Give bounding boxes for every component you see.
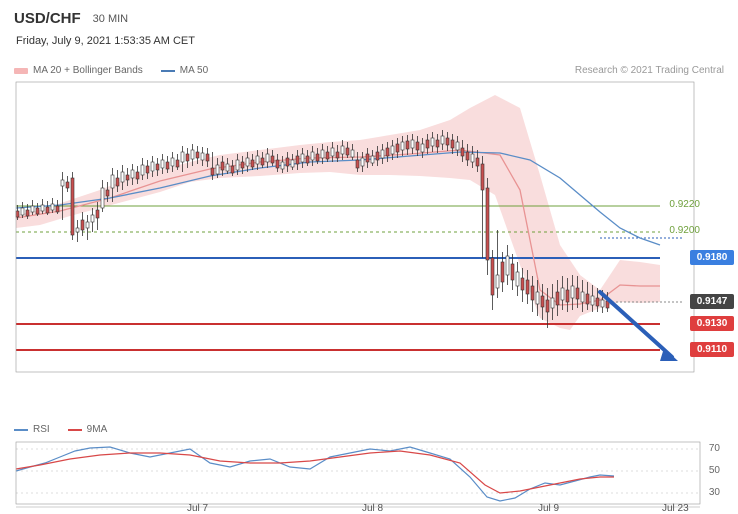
level-tag: 0.9147 (690, 294, 734, 309)
pair-symbol: USD/CHF (14, 10, 81, 27)
rsi-tick: 30 (709, 487, 720, 498)
legend-ma50-label: MA 50 (180, 65, 208, 76)
level-label: 0.9220 (669, 199, 700, 210)
rsi-swatch-icon (14, 429, 28, 431)
rsi-ma-swatch-icon (68, 429, 82, 431)
header: USD/CHF 30 MIN Friday, July 9, 2021 1:53… (0, 0, 738, 53)
price-chart: 0.9220 0.9200 0.9180 0.9147 0.9130 0.9110 (0, 80, 738, 420)
rsi-tick: 50 (709, 465, 720, 476)
x-axis-label: Jul 23 (662, 503, 689, 514)
x-axis-label: Jul 7 (187, 503, 208, 514)
timestamp: Friday, July 9, 2021 1:53:35 AM CET (16, 35, 724, 47)
legend-ma20-label: MA 20 + Bollinger Bands (33, 65, 143, 76)
level-tag: 0.9110 (690, 342, 734, 357)
legend-9ma: 9MA (68, 424, 108, 435)
legend-ma50: MA 50 (161, 65, 208, 76)
main-legend: MA 20 + Bollinger Bands MA 50 Research ©… (0, 53, 738, 80)
rsi-chart: 705030 Jul 7Jul 8Jul 9Jul 23 (0, 439, 738, 509)
level-label: 0.9200 (669, 225, 700, 236)
copyright-text: Research © 2021 Trading Central (575, 65, 724, 76)
ma50-swatch-icon (161, 70, 175, 72)
legend-9ma-label: 9MA (87, 424, 108, 435)
legend-rsi-label: RSI (33, 424, 50, 435)
ma20-swatch-icon (14, 68, 28, 74)
x-axis-label: Jul 8 (362, 503, 383, 514)
level-tag: 0.9130 (690, 316, 734, 331)
rsi-legend: RSI 9MA (0, 420, 738, 439)
legend-rsi: RSI (14, 424, 50, 435)
x-axis-label: Jul 9 (538, 503, 559, 514)
legend-ma20: MA 20 + Bollinger Bands (14, 65, 143, 76)
rsi-tick: 70 (709, 443, 720, 454)
interval-badge: 30 MIN (93, 13, 128, 25)
level-tag: 0.9180 (690, 250, 734, 265)
